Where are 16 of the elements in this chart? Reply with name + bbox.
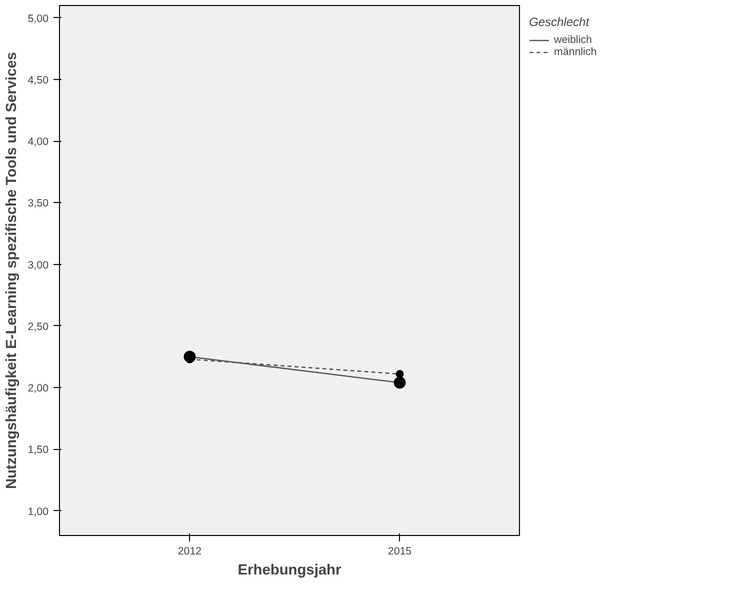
- y-tick-label: 5,00: [28, 12, 49, 25]
- y-tick-label: 3,00: [28, 259, 49, 272]
- y-tick-label: 4,00: [28, 136, 49, 148]
- y-tick-label: 4,50: [28, 74, 49, 86]
- legend-label: weiblich: [554, 34, 592, 46]
- y-axis-title: Nutzungshäufigkeit E-Learning spezifische Tools und Services: [4, 52, 20, 490]
- legend-label: männlich: [554, 46, 597, 58]
- y-tick-label: 2,50: [28, 320, 49, 333]
- x-tick-label: 2012: [178, 546, 202, 558]
- x-tick-label: 2015: [388, 546, 412, 558]
- y-tick-label: 1,00: [28, 506, 49, 518]
- x-axis-title: Erhebungsjahr: [238, 562, 342, 578]
- y-tick-label: 1,50: [28, 444, 49, 456]
- legend-title: Geschlecht: [529, 15, 590, 29]
- y-tick-label: 3,50: [28, 198, 49, 210]
- y-tick-label: 2,00: [28, 382, 49, 395]
